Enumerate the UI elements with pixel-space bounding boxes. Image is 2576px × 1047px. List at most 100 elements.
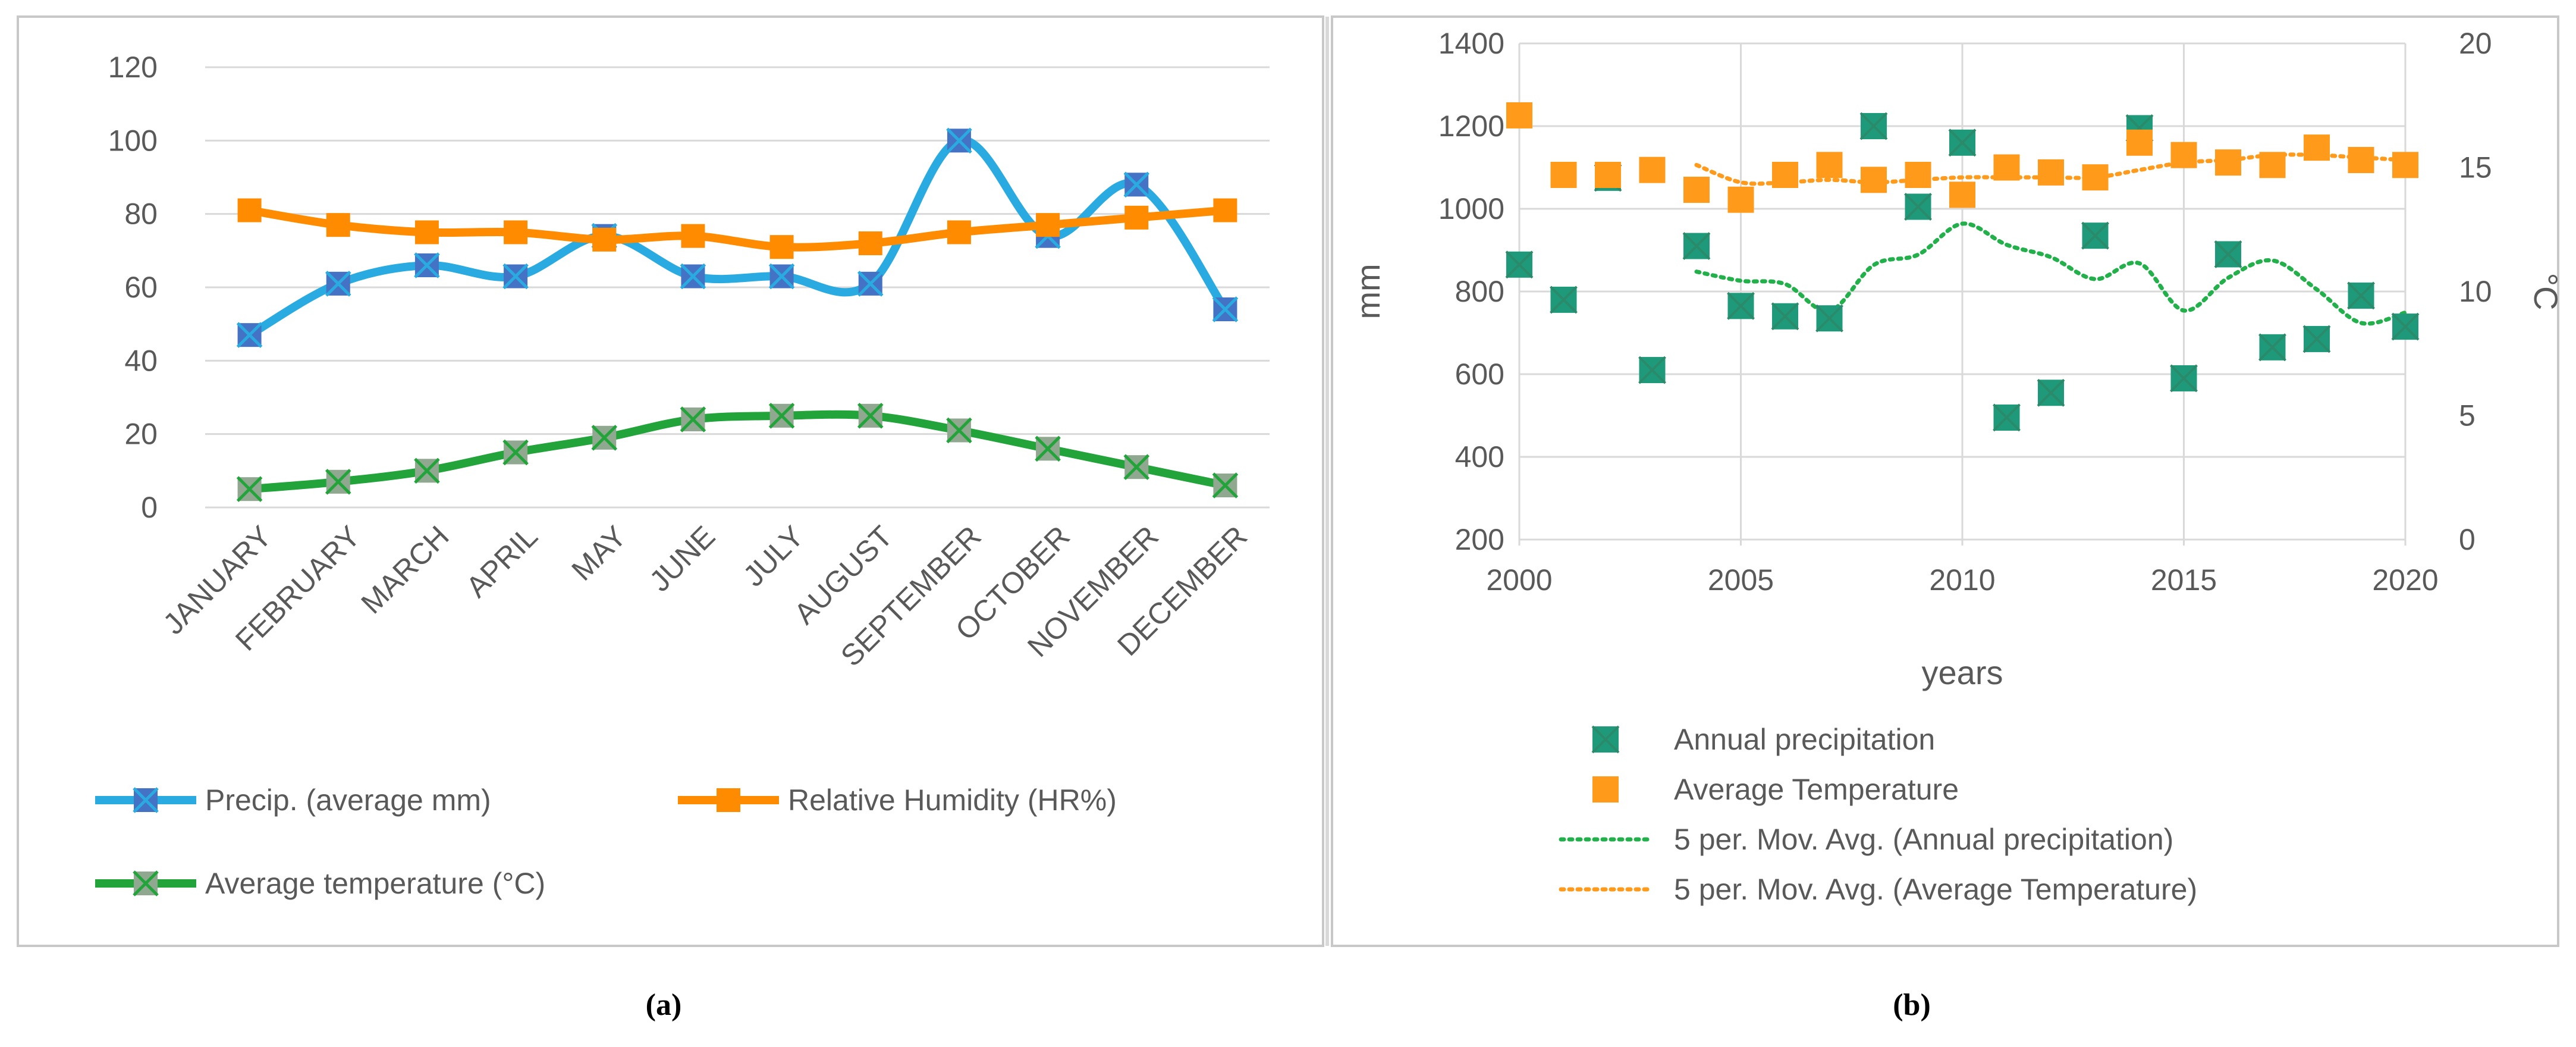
x-tick-label-b-2: 2010 — [1929, 563, 1995, 597]
point-b-s1-5 — [1727, 186, 1754, 213]
marker-a-s2-5-cross — [680, 406, 706, 432]
point-b-s1-3 — [1639, 156, 1666, 183]
legend-marker-b-0-cross — [1591, 725, 1620, 754]
marker-a-s1-2 — [414, 220, 439, 244]
marker-a-s2-7 — [857, 403, 884, 429]
legend-marker-a-1 — [717, 788, 740, 812]
point-b-s0-8 — [1859, 112, 1888, 140]
legend-marker-a-2-cross — [133, 870, 159, 896]
point-b-s0-5-cross — [1727, 291, 1755, 320]
marker-a-s0-8-cross — [946, 127, 972, 154]
marker-a-s1-6 — [769, 235, 794, 259]
y2-tick-label-b-3: 15 — [2459, 151, 2492, 184]
marker-a-s0-7-cross — [857, 271, 884, 297]
point-b-s0-17 — [2258, 333, 2286, 362]
legend-label-a-1: Relative Humidity (HR%) — [788, 783, 1117, 817]
point-b-s0-6 — [1771, 302, 1799, 331]
y-tick-label-b-3: 800 — [1455, 275, 1504, 308]
point-b-s0-16 — [2214, 240, 2242, 268]
point-b-s0-3 — [1638, 356, 1666, 384]
point-b-s1-9 — [1905, 162, 1931, 189]
marker-a-s2-2 — [414, 457, 440, 484]
point-b-s1-18 — [2304, 134, 2330, 161]
point-b-s0-10 — [1948, 128, 1977, 157]
point-b-s0-12 — [2037, 378, 2065, 407]
marker-a-s2-7-cross — [857, 403, 884, 429]
marker-a-s2-0 — [236, 476, 263, 502]
marker-a-s2-5 — [680, 406, 706, 432]
marker-a-s2-3 — [502, 439, 529, 466]
point-b-s0-9-cross — [1904, 193, 1932, 221]
marker-a-s0-3 — [502, 263, 529, 290]
marker-a-s0-5-cross — [680, 263, 706, 290]
y-tick-label-a-1: 20 — [124, 418, 158, 451]
legend-label-b-2: 5 per. Mov. Avg. (Annual precipitation) — [1674, 823, 2173, 856]
panel-a-frame — [17, 15, 1324, 947]
marker-a-s1-3 — [504, 220, 528, 244]
chart-b: 200 400 600 800 1000 1200 1400 0 5 10 15 20 2000 2005… — [1349, 27, 2565, 906]
y-tick-label-a-0: 0 — [141, 491, 158, 524]
y-tick-label-a-2: 40 — [124, 344, 158, 377]
point-b-s0-11-cross — [1993, 403, 2021, 432]
x-tick-label-b-1: 2005 — [1708, 563, 1774, 597]
marker-a-s1-0 — [237, 198, 262, 222]
marker-a-s2-4-cross — [591, 425, 618, 451]
panel-b-frame — [1331, 15, 2559, 947]
marker-a-s2-9-cross — [1035, 435, 1061, 462]
y-tick-label-b-1: 400 — [1455, 440, 1504, 474]
marker-a-s2-3-cross — [502, 439, 529, 466]
point-b-s0-4 — [1682, 232, 1711, 260]
y2-tick-label-b-2: 10 — [2459, 275, 2492, 308]
panel-b-label: (b) — [1893, 988, 1931, 1022]
marker-a-s2-6-cross — [768, 403, 795, 429]
x-tick-label-b-0: 2000 — [1486, 563, 1552, 597]
marker-a-s2-10-cross — [1123, 454, 1150, 480]
marker-a-s0-7 — [857, 271, 884, 297]
marker-a-s1-5 — [681, 224, 705, 248]
marker-a-s0-11 — [1212, 296, 1239, 322]
point-b-s0-15 — [2170, 364, 2198, 393]
point-b-s1-7 — [1816, 152, 1843, 178]
point-b-s1-1 — [1550, 162, 1577, 189]
point-b-s0-8-cross — [1859, 112, 1888, 140]
legend-marker-b-1 — [1592, 776, 1619, 803]
marker-a-s1-1 — [326, 213, 350, 237]
point-b-s0-10-cross — [1948, 128, 1977, 157]
point-b-s1-19 — [2348, 146, 2374, 173]
marker-a-s1-11 — [1213, 198, 1237, 222]
y-tick-label-a-4: 80 — [124, 198, 158, 231]
y-tick-label-a-3: 60 — [124, 271, 158, 304]
marker-a-s0-0-cross — [236, 322, 263, 348]
marker-a-s0-6-cross — [768, 263, 795, 290]
point-b-s0-19 — [2347, 281, 2375, 310]
marker-a-s0-11-cross — [1212, 296, 1239, 322]
legend-marker-a-2 — [133, 870, 159, 896]
point-b-s0-4-cross — [1682, 232, 1711, 260]
marker-a-s1-7 — [858, 231, 882, 255]
point-b-s1-13 — [2082, 164, 2109, 191]
point-b-s0-16-cross — [2214, 240, 2242, 268]
legend-label-a-2: Average temperature (°C) — [205, 867, 545, 900]
legend-marker-a-0 — [133, 787, 159, 813]
point-b-s0-12-cross — [2037, 378, 2065, 407]
y-axis-title-b: mm — [1349, 264, 1387, 319]
marker-a-s2-1 — [325, 469, 351, 495]
y-tick-label-b-4: 1000 — [1438, 192, 1504, 225]
marker-a-s2-4 — [591, 425, 618, 451]
legend-marker-b-0 — [1591, 725, 1620, 754]
point-b-s0-17-cross — [2258, 333, 2286, 362]
marker-a-s0-10-cross — [1123, 171, 1150, 198]
x-axis-title-b: years — [1922, 654, 2003, 691]
marker-a-s2-6 — [768, 403, 795, 429]
point-b-s0-0 — [1505, 250, 1534, 279]
point-b-s0-6-cross — [1771, 302, 1799, 331]
point-b-s1-8 — [1861, 167, 1887, 193]
y-tick-label-a-6: 120 — [108, 51, 158, 84]
marker-a-s2-8 — [946, 417, 972, 444]
point-b-s0-20-cross — [2391, 312, 2420, 341]
point-b-s1-0 — [1506, 102, 1532, 128]
y2-tick-label-b-4: 20 — [2459, 27, 2492, 60]
legend-marker-a-0-cross — [133, 787, 159, 813]
marker-a-s2-1-cross — [325, 469, 351, 495]
